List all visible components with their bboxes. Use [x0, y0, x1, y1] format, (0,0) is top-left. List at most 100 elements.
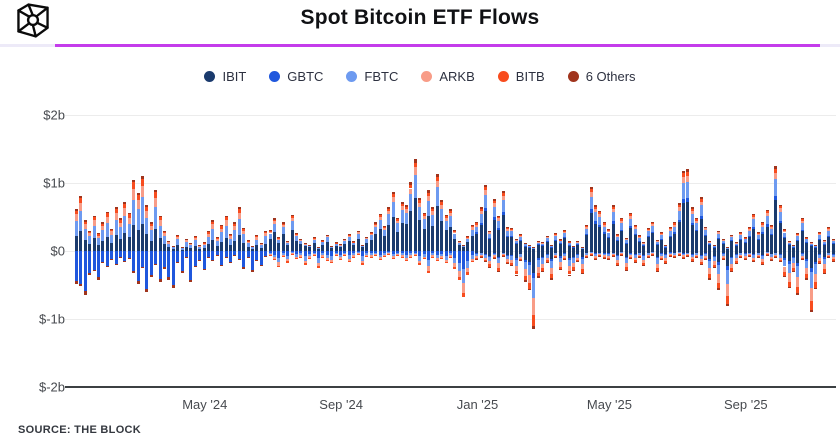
bar-segment-fbtc[interactable] [743, 239, 747, 243]
bar-segment-arkb[interactable] [536, 241, 540, 243]
bar-segment-bitb[interactable] [567, 271, 571, 275]
bar-segment-arkb[interactable] [369, 233, 373, 236]
bar-segment-bitb[interactable] [338, 258, 342, 260]
bar-segment-fbtc[interactable] [123, 215, 127, 234]
bar-segment-oth[interactable] [822, 272, 826, 274]
bar-segment-ibit[interactable] [294, 240, 298, 251]
bar-segment-gbtc[interactable] [607, 236, 611, 238]
bar-segment-arkb[interactable] [822, 240, 826, 242]
bar-segment-arkb[interactable] [396, 254, 400, 256]
bar-segment-ibit[interactable] [792, 251, 795, 257]
legend-item-fbtc[interactable]: FBTC [346, 69, 398, 84]
bar-segment-gbtc[interactable] [787, 244, 791, 245]
bar-segment-fbtc[interactable] [189, 245, 193, 249]
bar-segment-gbtc[interactable] [673, 232, 677, 234]
bar-segment-oth[interactable] [717, 288, 721, 290]
bar-segment-ibit[interactable] [532, 251, 536, 273]
bar-segment-oth[interactable] [391, 191, 395, 195]
bar-segment-arkb[interactable] [743, 256, 747, 259]
bar-segment-fbtc[interactable] [462, 269, 466, 284]
bar-segment-ibit[interactable] [510, 237, 514, 251]
bar-segment-oth[interactable] [404, 204, 408, 207]
bar-segment-arkb[interactable] [470, 258, 474, 261]
bar-segment-oth[interactable] [101, 222, 105, 224]
bar-segment-arkb[interactable] [704, 255, 708, 258]
bar-segment-bitb[interactable] [624, 267, 628, 270]
bar-segment-arkb[interactable] [479, 254, 483, 257]
bar-segment-ibit[interactable] [717, 251, 721, 262]
bar-segment-oth[interactable] [563, 229, 567, 231]
bar-segment-arkb[interactable] [431, 255, 435, 257]
bar-segment-oth[interactable] [572, 269, 576, 271]
bar-segment-fbtc[interactable] [638, 237, 642, 241]
bar-segment-gbtc[interactable] [514, 257, 518, 260]
bar-segment-fbtc[interactable] [814, 264, 817, 274]
bar-segment-ibit[interactable] [426, 215, 430, 251]
bar-segment-gbtc[interactable] [334, 251, 338, 253]
bar-segment-fbtc[interactable] [409, 193, 413, 212]
bar-segment-bitb[interactable] [655, 268, 659, 272]
bar-segment-fbtc[interactable] [572, 246, 576, 248]
bar-segment-oth[interactable] [312, 237, 316, 238]
bar-segment-oth[interactable] [400, 202, 404, 204]
bar-segment-oth[interactable] [519, 234, 523, 235]
bar-segment-arkb[interactable] [541, 242, 545, 244]
bar-segment-ibit[interactable] [514, 251, 518, 258]
bar-segment-arkb[interactable] [391, 256, 395, 258]
bar-segment-bitb[interactable] [765, 254, 769, 255]
bar-segment-bitb[interactable] [822, 240, 826, 241]
bar-segment-fbtc[interactable] [360, 245, 364, 248]
bar-segment-gbtc[interactable] [114, 251, 118, 264]
bar-segment-ibit[interactable] [528, 247, 532, 251]
bar-segment-bitb[interactable] [756, 256, 760, 257]
bar-segment-bitb[interactable] [101, 223, 105, 227]
legend-item-arkb[interactable]: ARKB [421, 69, 475, 84]
bar-segment-bitb[interactable] [774, 256, 778, 257]
bar-segment-fbtc[interactable] [479, 253, 483, 255]
bar-segment-fbtc[interactable] [633, 255, 637, 258]
bar-segment-gbtc[interactable] [193, 251, 197, 266]
bar-segment-bitb[interactable] [668, 227, 672, 230]
bar-segment-ibit[interactable] [343, 243, 347, 251]
bar-segment-gbtc[interactable] [299, 251, 303, 254]
bar-segment-fbtc[interactable] [580, 258, 584, 265]
bar-segment-arkb[interactable] [646, 254, 650, 257]
bar-segment-arkb[interactable] [558, 240, 562, 242]
bar-segment-fbtc[interactable] [783, 260, 787, 267]
bar-segment-oth[interactable] [475, 222, 479, 224]
bar-segment-fbtc[interactable] [215, 241, 219, 247]
bar-segment-oth[interactable] [778, 204, 782, 207]
bar-segment-ibit[interactable] [312, 243, 316, 251]
bar-segment-ibit[interactable] [611, 223, 615, 251]
bar-segment-arkb[interactable] [303, 260, 307, 264]
bar-segment-fbtc[interactable] [519, 254, 523, 257]
bar-segment-oth[interactable] [770, 225, 774, 226]
bar-segment-ibit[interactable] [800, 251, 804, 254]
bar-segment-bitb[interactable] [475, 223, 479, 225]
bar-segment-oth[interactable] [88, 272, 92, 275]
bar-segment-fbtc[interactable] [435, 187, 439, 207]
bar-segment-gbtc[interactable] [453, 251, 457, 259]
bar-segment-gbtc[interactable] [118, 251, 122, 257]
bar-segment-arkb[interactable] [334, 242, 338, 244]
bar-segment-fbtc[interactable] [523, 261, 527, 270]
bar-segment-bitb[interactable] [598, 212, 602, 215]
bar-segment-bitb[interactable] [479, 208, 483, 211]
bar-segment-oth[interactable] [114, 263, 118, 265]
bar-segment-gbtc[interactable] [158, 251, 162, 280]
bar-segment-oth[interactable] [748, 227, 752, 228]
bar-segment-ibit[interactable] [92, 238, 96, 251]
bar-segment-gbtc[interactable] [624, 256, 628, 258]
bar-segment-bitb[interactable] [809, 301, 813, 310]
bar-segment-bitb[interactable] [519, 234, 523, 236]
bar-segment-ibit[interactable] [827, 251, 831, 253]
bar-segment-bitb[interactable] [646, 256, 650, 257]
bar-segment-arkb[interactable] [642, 259, 646, 264]
bar-segment-bitb[interactable] [440, 202, 444, 205]
bar-segment-fbtc[interactable] [453, 258, 457, 264]
bar-segment-gbtc[interactable] [325, 251, 329, 255]
bar-segment-ibit[interactable] [488, 238, 492, 251]
bar-segment-oth[interactable] [774, 166, 778, 169]
bar-segment-fbtc[interactable] [774, 253, 778, 255]
bar-segment-gbtc[interactable] [558, 243, 562, 245]
